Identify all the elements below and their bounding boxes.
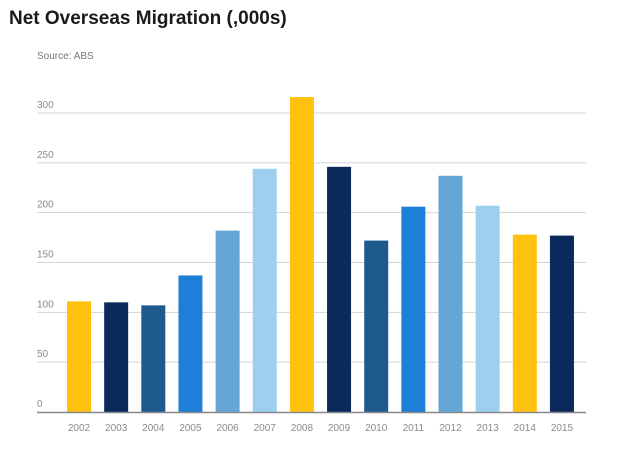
bar-2004	[141, 305, 166, 412]
x-tick-label: 2013	[477, 423, 500, 434]
bar-2009	[327, 166, 352, 412]
y-tick-label: 50	[37, 349, 49, 360]
bar-2008	[289, 97, 314, 412]
x-tick-label: 2010	[365, 423, 388, 434]
bar-2013	[475, 205, 500, 412]
chart-title: Net Overseas Migration (,000s)	[9, 8, 287, 29]
y-tick-label: 0	[37, 399, 43, 410]
x-tick-label: 2005	[179, 423, 202, 434]
y-tick-label: 250	[37, 150, 54, 161]
y-tick-label: 150	[37, 250, 54, 261]
x-tick-label: 2011	[403, 423, 425, 434]
bar-2012	[438, 175, 463, 412]
y-tick-label: 100	[37, 299, 54, 310]
bar-2003	[104, 302, 129, 412]
bar-2005	[178, 275, 203, 412]
chart-subtitle: Source: ABS	[37, 51, 94, 62]
x-tick-label: 2012	[439, 423, 462, 434]
x-tick-label: 2014	[514, 423, 537, 434]
bar-2010	[364, 240, 389, 412]
bar-2007	[252, 168, 277, 412]
y-tick-label: 300	[37, 100, 54, 111]
bar-2011	[401, 206, 426, 412]
bar-2002	[67, 301, 91, 412]
x-tick-label: 2002	[68, 423, 91, 434]
bar-2006	[215, 230, 240, 412]
x-tick-label: 2009	[328, 423, 351, 434]
x-tick-label: 2006	[216, 423, 239, 434]
x-tick-label: 2003	[105, 423, 128, 434]
x-tick-label: 2004	[142, 423, 165, 434]
x-tick-label: 2007	[254, 423, 277, 434]
y-tick-label: 200	[37, 200, 54, 211]
bar-2015	[549, 235, 574, 412]
x-tick-label: 2008	[291, 423, 314, 434]
bar-2014	[512, 234, 537, 412]
x-tick-label: 2015	[551, 423, 574, 434]
